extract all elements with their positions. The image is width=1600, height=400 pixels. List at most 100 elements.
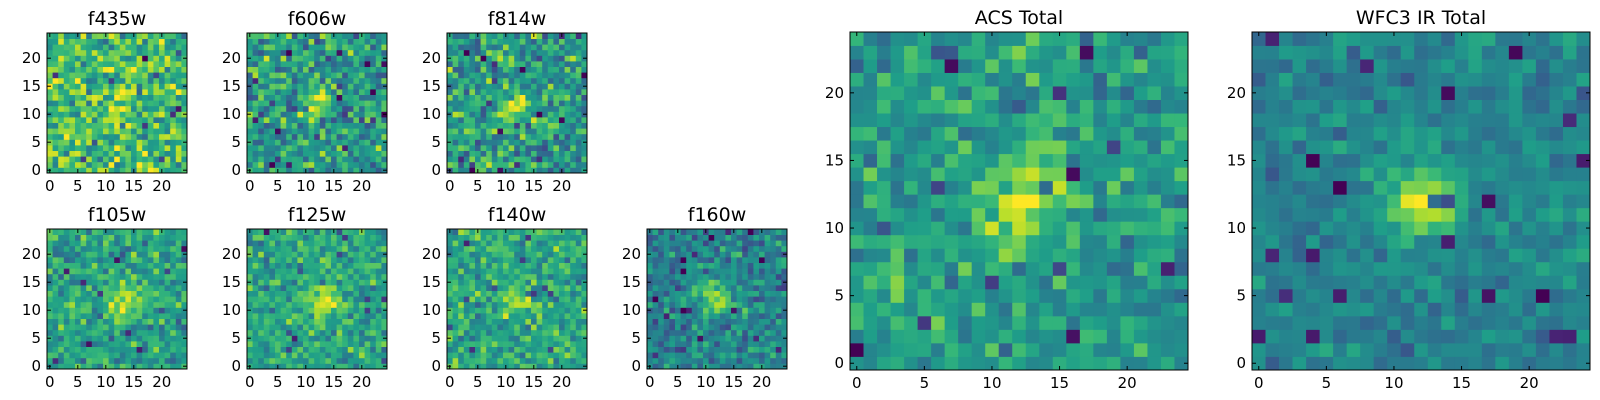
heatmap-cell (581, 273, 588, 280)
heatmap-cell (353, 229, 360, 235)
heatmap-cell (275, 245, 281, 252)
heatmap-cell (63, 89, 70, 95)
heatmap-cell (514, 341, 521, 347)
heatmap-cell (175, 335, 182, 342)
heatmap-cell (663, 279, 670, 286)
heatmap-cell (731, 290, 737, 297)
heatmap-cell (147, 61, 154, 67)
heatmap-cell (286, 279, 293, 286)
heatmap-cell (275, 352, 281, 359)
heatmap-cell (452, 341, 459, 347)
heatmap-cell (370, 66, 377, 73)
heatmap-cell (675, 318, 681, 325)
heatmap-cell (58, 240, 65, 247)
heatmap-cell (491, 357, 498, 364)
heatmap-cell (142, 122, 149, 129)
heatmap-cell (342, 94, 349, 101)
heatmap-cell (691, 290, 698, 297)
heatmap-cell (486, 44, 493, 51)
heatmap-cell (331, 268, 337, 275)
heatmap-cell (103, 296, 109, 303)
heatmap-cell (542, 83, 549, 90)
heatmap-cell (491, 117, 498, 123)
heatmap-cell (497, 257, 504, 263)
heatmap-cell (325, 240, 332, 247)
heatmap-cell (147, 94, 154, 101)
heatmap-cell (58, 38, 65, 45)
heatmap-cell (514, 245, 521, 252)
heatmap-cell (147, 363, 154, 370)
heatmap-cell (531, 335, 537, 342)
heatmap-cell (258, 290, 265, 297)
heatmap-cell (86, 150, 93, 157)
heatmap-cell (275, 279, 281, 286)
heatmap-cell (75, 296, 81, 303)
heatmap-cell (503, 83, 509, 90)
heatmap-cell (247, 66, 253, 73)
heatmap-cell (247, 341, 253, 347)
heatmap-cell (514, 89, 521, 95)
heatmap-cell (119, 290, 126, 297)
heatmap-cell (297, 72, 304, 79)
heatmap-cell (175, 105, 182, 112)
heatmap-cell (86, 156, 93, 163)
heatmap-cell (542, 257, 549, 263)
heatmap-cell (125, 133, 132, 140)
heatmap-cell (753, 296, 760, 303)
heatmap-cell (531, 111, 537, 118)
heatmap-cell (47, 100, 53, 107)
heatmap-cell (575, 335, 582, 342)
heatmap-cell (347, 363, 354, 370)
heatmap-cell (686, 229, 693, 235)
heatmap-cell (170, 128, 177, 135)
heatmap-cell (63, 66, 70, 73)
heatmap-cell (114, 156, 121, 163)
heatmap-cell (114, 161, 121, 168)
heatmap-cell (370, 357, 377, 364)
heatmap-cell (381, 301, 388, 308)
heatmap-cell (463, 234, 470, 241)
heatmap-cell (280, 296, 287, 303)
heatmap-cell (663, 352, 670, 359)
heatmap-cell (319, 89, 326, 95)
heatmap-cell (269, 245, 276, 252)
heatmap-cell (136, 279, 143, 286)
heatmap-cell (663, 229, 670, 235)
heatmap-cell (364, 122, 371, 129)
heatmap-cell (542, 77, 549, 84)
heatmap-cell (97, 94, 104, 101)
heatmap-cell (1133, 302, 1148, 317)
heatmap-cell (1174, 288, 1189, 303)
heatmap-cell (469, 33, 476, 39)
heatmap-cell (480, 229, 487, 235)
heatmap-cell (547, 290, 554, 297)
heatmap-cell (336, 346, 343, 353)
heatmap-cell (575, 279, 582, 286)
heatmap-cell (564, 290, 571, 297)
heatmap-cell (331, 329, 337, 336)
heatmap-cell (97, 363, 104, 370)
heatmap-cell (275, 268, 281, 275)
heatmap-cell (247, 245, 253, 252)
heatmap-cell (375, 257, 382, 263)
heatmap-cell (370, 301, 377, 308)
heatmap-cell (514, 324, 521, 331)
heatmap-cell (69, 341, 76, 347)
heatmap-cell (725, 234, 732, 241)
heatmap-cell (575, 234, 582, 241)
heatmap-cell (531, 100, 537, 107)
heatmap-cell (63, 139, 70, 146)
heatmap-cell (286, 257, 293, 263)
heatmap-cell (1093, 221, 1108, 236)
heatmap-cell (742, 301, 749, 308)
heatmap-cell (170, 72, 177, 79)
heatmap-cell (291, 363, 298, 370)
heatmap-cell (342, 49, 349, 56)
heatmap-cell (75, 44, 81, 51)
heatmap-cell (458, 161, 465, 168)
heatmap-cell (775, 257, 782, 263)
heatmap-cell (108, 341, 115, 347)
heatmap-cell (258, 245, 265, 252)
heatmap-cell (136, 117, 143, 123)
heatmap-cell (247, 38, 253, 45)
